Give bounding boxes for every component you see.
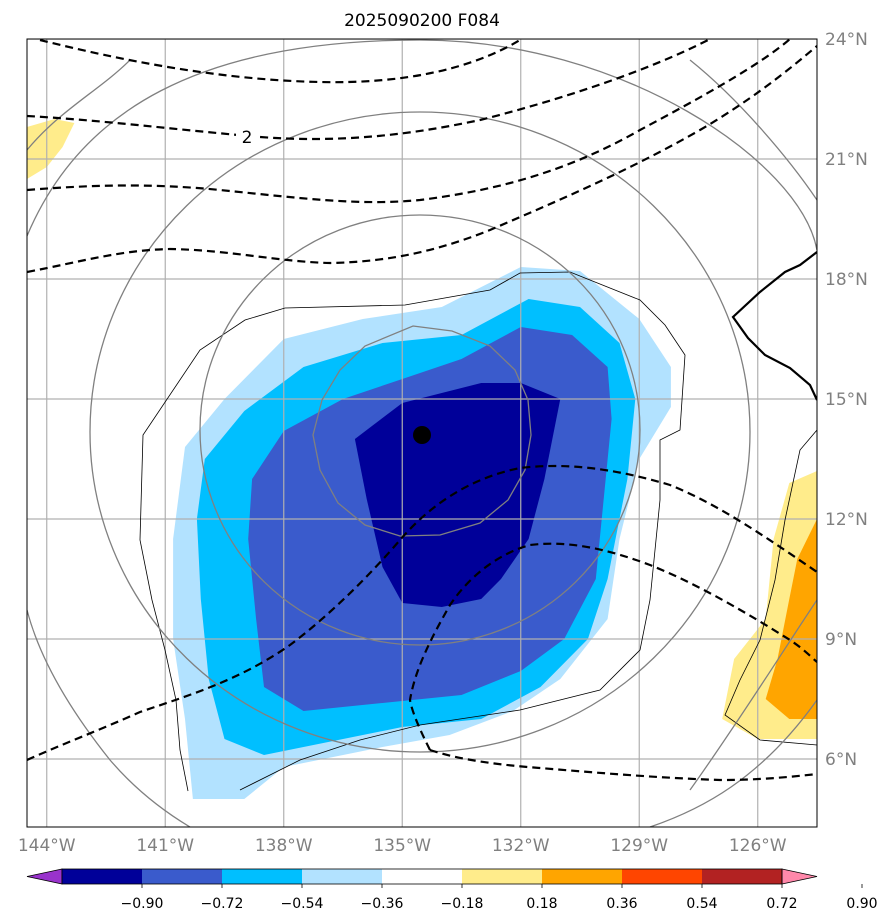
lat-tick-label: 18°N (825, 270, 868, 290)
dashed-contour-5 (27, 464, 817, 762)
anomaly-fill-layer (27, 119, 817, 799)
colorbar-tick-label: 0.54 (686, 896, 717, 912)
lat-tick-label: 15°N (825, 390, 868, 410)
dashed-contour-6 (408, 542, 817, 751)
colorbar-segment (142, 869, 222, 884)
dashed-contours (27, 39, 817, 782)
colorbar-tick-label: 0.90 (846, 896, 877, 912)
anomaly-region-6 (765, 519, 817, 719)
colorbar-tick-label: 0.36 (606, 896, 637, 912)
map-frame (26, 38, 818, 828)
contour-label: 2 (242, 128, 253, 148)
storm-center-marker (413, 426, 431, 444)
dashed-contour-4 (27, 45, 817, 274)
lon-tick-label: 132°W (492, 836, 550, 856)
map-title: 2025090200 F084 (344, 11, 500, 31)
thin-outline-contour-east (724, 429, 817, 746)
lat-lon-gridlines (27, 39, 817, 827)
colorbar-tick-label: −0.18 (441, 896, 484, 912)
colorbar-segment (222, 869, 302, 884)
colorbar-segment (382, 869, 462, 884)
grey-contours (27, 39, 817, 827)
lat-tick-label: 21°N (825, 150, 868, 170)
grey-contour-5 (27, 59, 817, 201)
lon-tick-label: 138°W (255, 836, 313, 856)
lon-tick-label: 135°W (373, 836, 431, 856)
colorbar-tick-label: 0.72 (766, 896, 797, 912)
map-plot-area: 2 (27, 39, 817, 827)
colorbar-tick-label: −0.36 (361, 896, 404, 912)
longitude-tick-labels: 144°W 141°W 138°W 135°W 132°W 129°W 126°W (18, 836, 787, 856)
grey-contour-3 (89, 111, 751, 753)
colorbar-extend-high (781, 868, 818, 885)
colorbar-segment (542, 869, 622, 884)
grey-contour-4 (27, 39, 817, 827)
colorbar-labels: −0.90 −0.72 −0.54 −0.36 −0.18 0.18 0.36 0.54 0.7… (121, 896, 878, 912)
coastline (731, 251, 817, 401)
lon-tick-label: 141°W (136, 836, 194, 856)
colorbar (26, 868, 863, 888)
lat-tick-label: 6°N (825, 750, 857, 770)
colorbar-frame (61, 868, 783, 885)
dashed-contour-2 (27, 39, 711, 141)
colorbar-tick-label: 0.18 (526, 896, 557, 912)
grey-contour-6 (689, 599, 817, 791)
contour-label-bg (236, 126, 258, 148)
colorbar-segment (702, 869, 782, 884)
lon-tick-label: 126°W (729, 836, 787, 856)
colorbar-tick-label: −0.72 (201, 896, 244, 912)
colorbar-segment (462, 869, 542, 884)
lat-tick-label: 9°N (825, 630, 857, 650)
latitude-tick-labels: 24°N 21°N 18°N 15°N 12°N 9°N 6°N (825, 30, 868, 770)
anomaly-region-4 (27, 119, 75, 179)
lon-tick-label: 129°W (610, 836, 668, 856)
colorbar-segment (622, 869, 702, 884)
lon-tick-label: 144°W (18, 836, 76, 856)
thin-outline-contour (139, 271, 686, 792)
grey-contour-2 (199, 214, 641, 646)
colorbar-segment (62, 869, 142, 884)
colorbar-tick-label: −0.54 (281, 896, 324, 912)
lat-tick-label: 12°N (825, 510, 868, 530)
colorbar-segment (302, 869, 382, 884)
colorbar-tick-label: −0.90 (121, 896, 164, 912)
dashed-contour-7 (429, 748, 817, 782)
grey-contour-inner (312, 325, 532, 537)
colorbar-extend-low (26, 868, 63, 885)
anomaly-region-3 (354, 383, 561, 607)
lat-tick-label: 24°N (825, 30, 868, 50)
dashed-contour-3 (27, 39, 791, 204)
